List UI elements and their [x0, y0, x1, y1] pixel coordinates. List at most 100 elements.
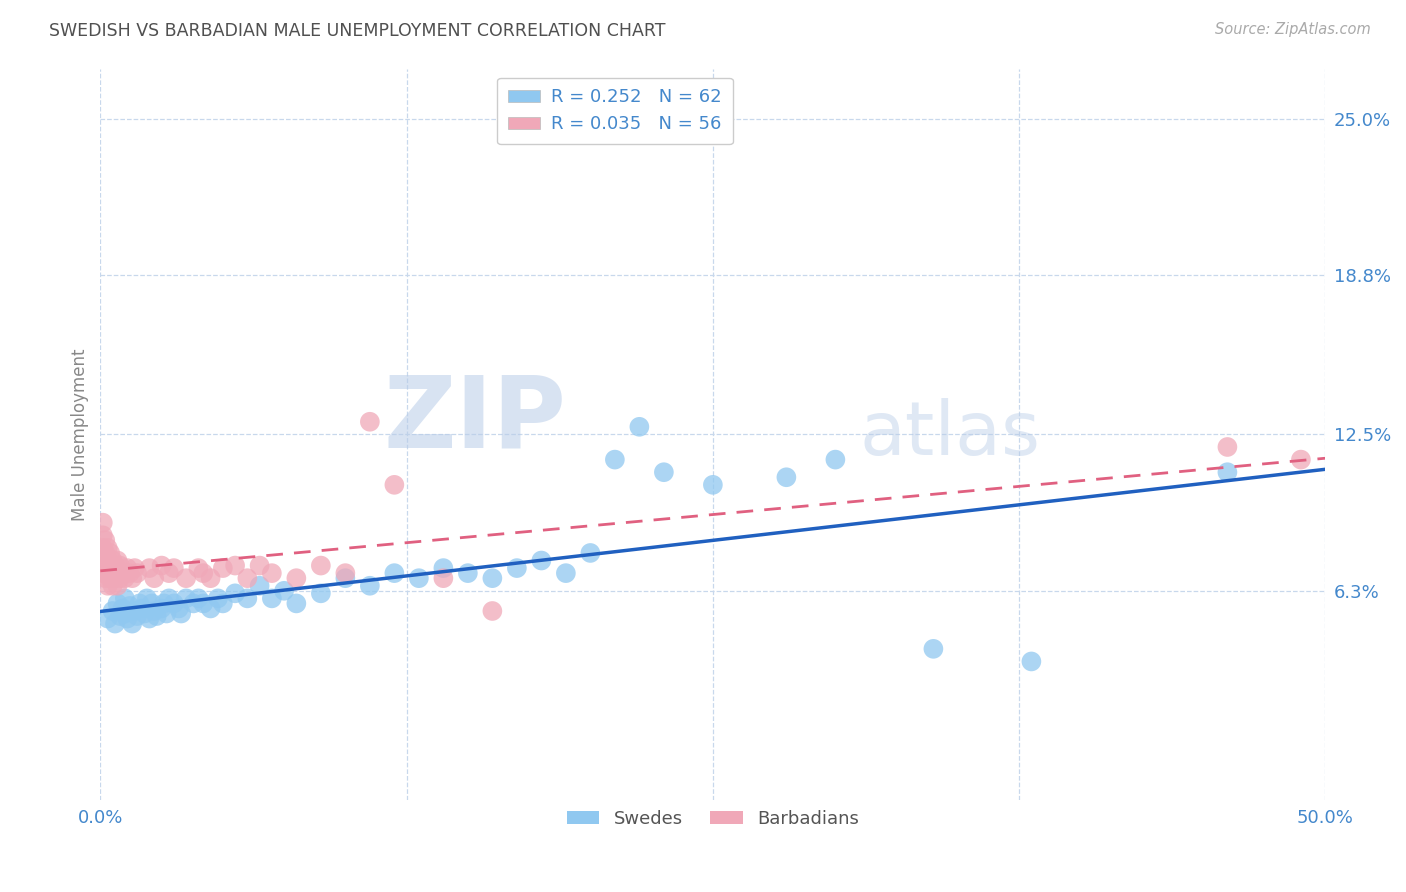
Point	[922, 641, 945, 656]
Point	[104, 571, 127, 585]
Point	[481, 571, 503, 585]
Point	[127, 609, 149, 624]
Point	[824, 452, 846, 467]
Point	[359, 415, 381, 429]
Point	[124, 561, 146, 575]
Point	[1289, 452, 1312, 467]
Point	[117, 611, 139, 625]
Point	[94, 533, 117, 548]
Point	[249, 579, 271, 593]
Point	[187, 561, 209, 575]
Point	[200, 601, 222, 615]
Point	[530, 553, 553, 567]
Point	[91, 541, 114, 555]
Point	[114, 607, 136, 621]
Text: atlas: atlas	[860, 398, 1040, 471]
Point	[309, 558, 332, 573]
Point	[124, 604, 146, 618]
Point	[163, 596, 186, 610]
Point	[408, 571, 430, 585]
Point	[481, 604, 503, 618]
Point	[101, 579, 124, 593]
Point	[101, 604, 124, 618]
Text: ZIP: ZIP	[382, 371, 565, 468]
Point	[702, 478, 724, 492]
Point	[167, 601, 190, 615]
Point	[104, 558, 127, 573]
Point	[506, 561, 529, 575]
Point	[98, 546, 121, 560]
Point	[118, 599, 141, 613]
Point	[285, 571, 308, 585]
Point	[108, 571, 131, 585]
Point	[155, 607, 177, 621]
Point	[309, 586, 332, 600]
Point	[579, 546, 602, 560]
Point	[335, 571, 357, 585]
Point	[118, 566, 141, 581]
Point	[94, 546, 117, 560]
Point	[98, 571, 121, 585]
Point	[359, 579, 381, 593]
Y-axis label: Male Unemployment: Male Unemployment	[72, 348, 89, 521]
Point	[114, 571, 136, 585]
Point	[117, 561, 139, 575]
Point	[628, 419, 651, 434]
Point	[212, 561, 235, 575]
Point	[98, 558, 121, 573]
Point	[183, 596, 205, 610]
Point	[153, 596, 176, 610]
Point	[108, 558, 131, 573]
Point	[97, 541, 120, 555]
Point	[101, 553, 124, 567]
Point	[260, 591, 283, 606]
Point	[141, 596, 163, 610]
Point	[145, 609, 167, 624]
Point	[107, 596, 129, 610]
Point	[603, 452, 626, 467]
Point	[775, 470, 797, 484]
Point	[457, 566, 479, 581]
Point	[212, 596, 235, 610]
Point	[285, 596, 308, 610]
Point	[101, 566, 124, 581]
Point	[382, 478, 405, 492]
Point	[111, 601, 134, 615]
Point	[170, 607, 193, 621]
Point	[236, 571, 259, 585]
Point	[260, 566, 283, 581]
Point	[138, 561, 160, 575]
Point	[236, 591, 259, 606]
Point	[143, 604, 166, 618]
Point	[111, 566, 134, 581]
Point	[97, 566, 120, 581]
Point	[131, 601, 153, 615]
Point	[143, 571, 166, 585]
Point	[127, 566, 149, 581]
Point	[1216, 440, 1239, 454]
Point	[224, 586, 246, 600]
Point	[554, 566, 576, 581]
Point	[91, 528, 114, 542]
Point	[135, 591, 157, 606]
Point	[107, 566, 129, 581]
Text: SWEDISH VS BARBADIAN MALE UNEMPLOYMENT CORRELATION CHART: SWEDISH VS BARBADIAN MALE UNEMPLOYMENT C…	[49, 22, 665, 40]
Point	[150, 601, 173, 615]
Point	[94, 558, 117, 573]
Point	[138, 611, 160, 625]
Point	[224, 558, 246, 573]
Point	[128, 596, 150, 610]
Point	[432, 571, 454, 585]
Point	[1216, 465, 1239, 479]
Point	[157, 566, 180, 581]
Point	[94, 571, 117, 585]
Point	[249, 558, 271, 573]
Point	[163, 561, 186, 575]
Point	[121, 571, 143, 585]
Point	[97, 579, 120, 593]
Point	[114, 591, 136, 606]
Point	[107, 579, 129, 593]
Point	[432, 561, 454, 575]
Point	[207, 591, 229, 606]
Point	[193, 566, 215, 581]
